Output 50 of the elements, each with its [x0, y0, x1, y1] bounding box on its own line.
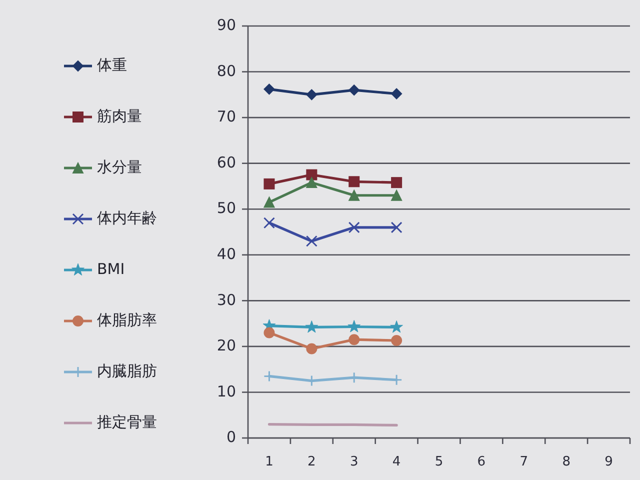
point — [264, 178, 275, 190]
point — [306, 169, 318, 180]
point — [391, 177, 402, 188]
x-tick-label: 2 — [308, 454, 316, 470]
point — [348, 222, 360, 234]
y-tick-label: 0 — [226, 428, 236, 446]
point — [348, 334, 360, 346]
legend-label: 体脂肪率 — [97, 311, 157, 330]
y-tick-label: 20 — [216, 336, 236, 355]
legend-label: 水分量 — [97, 158, 142, 176]
legend-label: 体内年齢 — [97, 209, 157, 228]
point — [264, 196, 275, 208]
point — [390, 222, 402, 234]
y-tick-label: 80 — [216, 62, 236, 80]
y-tick-label: 10 — [216, 382, 236, 400]
x-tick-label: 4 — [392, 454, 401, 470]
y-tick-label: 30 — [216, 290, 236, 309]
x-tick-label: 3 — [350, 454, 358, 470]
x-tick-label: 7 — [520, 454, 528, 470]
legend-label: 内臓脂肪 — [97, 362, 157, 380]
y-tick-label: 70 — [216, 108, 236, 126]
x-tick-label: 5 — [434, 454, 444, 470]
point — [264, 84, 275, 95]
point — [348, 190, 360, 201]
legend-label: 推定骨量 — [97, 413, 157, 432]
y-tick-label: 40 — [216, 244, 236, 263]
y-tick-label: 60 — [216, 153, 236, 172]
x-tick-label: 6 — [477, 454, 486, 470]
point — [263, 217, 275, 229]
point — [348, 320, 361, 332]
x-tick-label: 8 — [562, 454, 570, 470]
point — [306, 235, 318, 247]
x-tick-label: 9 — [604, 454, 613, 470]
point — [348, 176, 360, 188]
y-tick-label: 90 — [216, 16, 236, 34]
point — [306, 177, 318, 188]
legend-label: BMI — [97, 260, 125, 278]
point — [391, 334, 402, 346]
point — [391, 88, 402, 100]
point — [390, 320, 403, 333]
point — [348, 84, 360, 96]
x-tick-label: 1 — [265, 454, 274, 470]
point — [264, 327, 275, 338]
point — [305, 320, 318, 333]
y-tick-label: 50 — [216, 199, 236, 218]
legend-label: 体重 — [97, 56, 127, 74]
legend-label: 筋肉量 — [97, 107, 142, 126]
point — [306, 89, 318, 100]
point — [391, 190, 402, 201]
point — [306, 343, 318, 354]
